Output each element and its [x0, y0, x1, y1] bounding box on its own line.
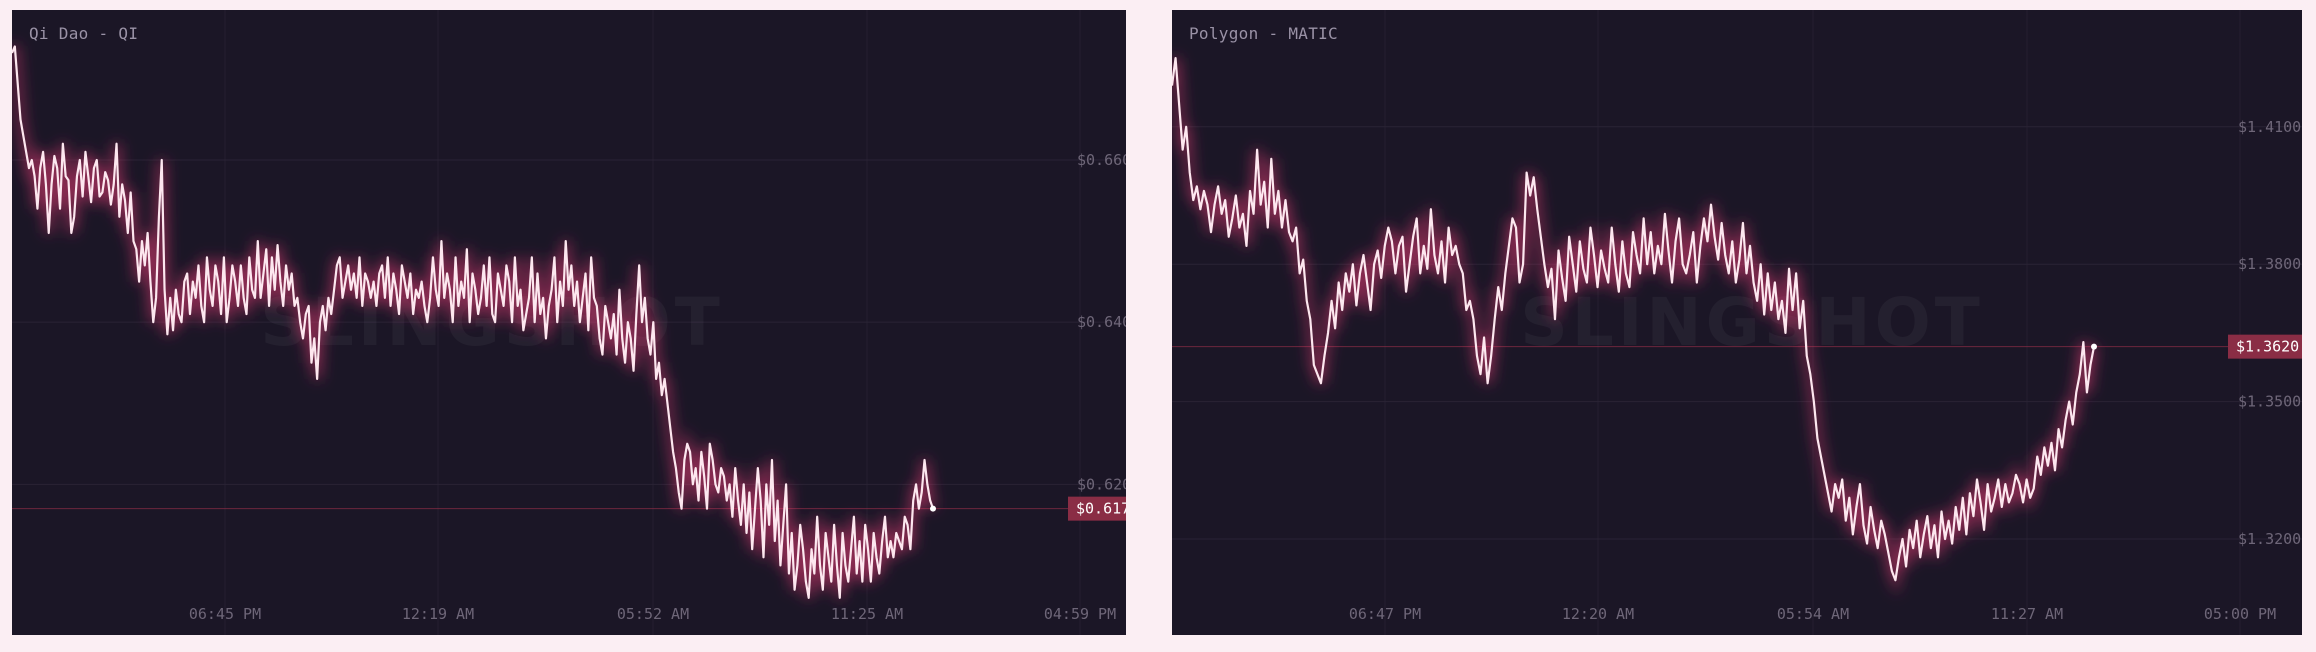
y-tick-label: $1.3800: [2238, 255, 2301, 273]
x-tick-label: 05:00 PM: [2204, 605, 2276, 623]
x-tick-label: 06:47 PM: [1349, 605, 1421, 623]
y-tick-label: $1.4100: [2238, 118, 2301, 136]
last-point: [2091, 343, 2097, 350]
last-point: [930, 505, 936, 512]
x-tick-label: 12:19 AM: [402, 605, 474, 623]
y-tick-label: $0.620: [1077, 475, 1126, 493]
current-price-label: $0.617: [1076, 500, 1126, 518]
current-price-label: $1.3620: [2236, 338, 2299, 356]
chart-svg: SLINGSHOT $1.4100 $1.3800 $1.3500 $1.3200 06:…: [1172, 10, 2302, 635]
current-price-tag: $1.3620: [2228, 334, 2302, 359]
y-tick-label: $1.3500: [2238, 393, 2301, 411]
chart-title: Qi Dao - QI: [29, 24, 139, 43]
x-tick-label: 11:25 AM: [831, 605, 903, 623]
x-tick-label: 04:59 PM: [1044, 605, 1116, 623]
y-tick-label: $1.3200: [2238, 530, 2301, 548]
chart-panel-matic: Polygon - MATIC SLINGSHOT $1.4100 $1.3800 $…: [1172, 10, 2302, 635]
y-tick-label: $0.660: [1077, 151, 1126, 169]
watermark: SLINGSHOT: [1520, 284, 1983, 361]
x-tick-label: 12:20 AM: [1562, 605, 1634, 623]
x-tick-label: 05:54 AM: [1777, 605, 1849, 623]
series-line: [1172, 56, 2096, 582]
y-tick-label: $0.640: [1077, 313, 1126, 331]
chart-title: Polygon - MATIC: [1189, 24, 1338, 43]
series-line: [12, 45, 935, 599]
x-tick-label: 05:52 AM: [617, 605, 689, 623]
x-tick-label: 11:27 AM: [1991, 605, 2063, 623]
chart-panel-qi: Qi Dao - QI SLINGSHOT $0.660 $0.640 $0.620 0…: [12, 10, 1126, 635]
x-tick-label: 06:45 PM: [189, 605, 261, 623]
current-price-tag: $0.617: [1068, 496, 1126, 521]
